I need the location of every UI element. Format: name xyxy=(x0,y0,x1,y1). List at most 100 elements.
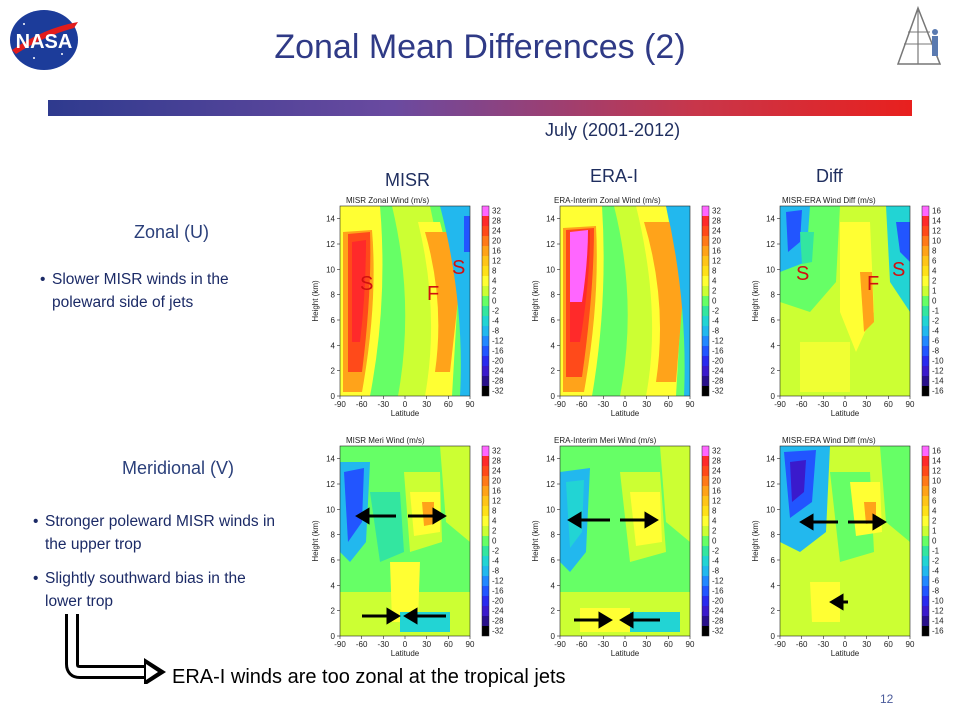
x-tick-label: 90 xyxy=(686,400,695,409)
colorbar-label: -2 xyxy=(712,307,720,316)
colorbar-swatch xyxy=(922,266,929,276)
colorbar-label: -12 xyxy=(492,337,504,346)
colorbar-swatch xyxy=(702,246,709,256)
y-tick-label: 8 xyxy=(331,531,336,540)
colorbar-swatch xyxy=(922,306,929,316)
colorbar-label: -2 xyxy=(932,557,940,566)
y-tick-label: 2 xyxy=(551,367,556,376)
colorbar-label: -12 xyxy=(492,577,504,586)
y-tick-label: 4 xyxy=(331,341,336,350)
colorbar-swatch xyxy=(482,576,489,586)
colorbar-label: 2 xyxy=(712,287,717,296)
y-axis-label: Height (km) xyxy=(531,280,540,322)
bullet-meridional-1: • Stronger poleward MISR winds in the upp… xyxy=(33,510,285,556)
colorbar-swatch xyxy=(922,616,929,626)
x-tick-label: 0 xyxy=(843,400,848,409)
panel-misr-zonal: MISR Zonal Wind (m/s) 3228242016128420-2… xyxy=(311,196,504,417)
colorbar-swatch xyxy=(702,386,709,396)
colorbar-label: 32 xyxy=(492,207,501,216)
colorbar-label: 16 xyxy=(932,447,941,456)
colorbar-label: 8 xyxy=(932,247,937,256)
colorbar-swatch xyxy=(922,536,929,546)
panel-plot-area xyxy=(340,206,470,396)
colorbar-swatch xyxy=(922,476,929,486)
colorbar-label: 8 xyxy=(492,507,497,516)
colorbar-swatch xyxy=(482,246,489,256)
colorbar-label: -8 xyxy=(932,587,940,596)
panel-plot-area xyxy=(560,206,690,396)
colorbar-label: 28 xyxy=(712,457,721,466)
y-tick-label: 0 xyxy=(331,392,336,401)
y-tick-label: 12 xyxy=(766,240,775,249)
colorbar-swatch xyxy=(482,506,489,516)
panel-era-zonal: ERA-Interim Zonal Wind (m/s) 32282420161… xyxy=(531,196,724,417)
bottom-note: ERA-I winds are too zonal at the tropica… xyxy=(172,666,566,688)
colorbar-label: 1 xyxy=(932,287,937,296)
y-tick-label: 10 xyxy=(326,265,335,274)
colorbar-swatch xyxy=(702,376,709,386)
colorbar-label: -28 xyxy=(492,617,504,626)
colorbar-label: -32 xyxy=(492,387,504,396)
y-tick-label: 10 xyxy=(546,505,555,514)
colorbar-swatch xyxy=(922,336,929,346)
colorbar-label: 4 xyxy=(932,507,937,516)
colorbar-swatch xyxy=(922,556,929,566)
y-axis-label: Height (km) xyxy=(751,520,760,562)
colorbar-label: 16 xyxy=(712,247,721,256)
colorbar-swatch xyxy=(922,346,929,356)
colorbar-label: -4 xyxy=(932,327,940,336)
colorbar-swatch xyxy=(482,226,489,236)
x-axis: -90 -60 -30 0 30 60 90 Latitude xyxy=(334,636,475,657)
colorbar-swatch xyxy=(702,546,709,556)
x-axis-label: Latitude xyxy=(391,409,420,417)
x-tick-label: -90 xyxy=(554,640,566,649)
y-axis: 0 2 4 6 8 10 12 14 Height (km) xyxy=(311,455,340,641)
x-axis: -90 -60 -30 0 30 60 90 Latitude xyxy=(554,636,695,657)
x-tick-label: 60 xyxy=(884,640,893,649)
colorbar-label: -2 xyxy=(492,307,500,316)
panel-title: MISR Meri Wind (m/s) xyxy=(346,436,425,445)
colorbar-label: 24 xyxy=(492,467,501,476)
colorbar-label: 16 xyxy=(932,207,941,216)
x-axis-label: Latitude xyxy=(611,649,640,657)
colorbar-label: 0 xyxy=(932,537,937,546)
y-tick-label: 2 xyxy=(771,367,776,376)
colorbar-label: -16 xyxy=(712,347,724,356)
colorbar-swatch xyxy=(482,206,489,216)
colorbar-frame xyxy=(921,445,930,637)
colorbar-label: 10 xyxy=(932,477,941,486)
anemometer-icon xyxy=(890,4,950,68)
x-tick-label: 0 xyxy=(403,640,408,649)
x-tick-label: -30 xyxy=(818,640,830,649)
colorbar-swatch xyxy=(482,306,489,316)
x-tick-label: -60 xyxy=(576,640,588,649)
colorbar-swatch xyxy=(922,626,929,636)
colorbar-swatch xyxy=(922,356,929,366)
y-tick-label: 12 xyxy=(326,480,335,489)
y-tick-label: 10 xyxy=(766,265,775,274)
y-tick-label: 6 xyxy=(771,316,776,325)
x-tick-label: 30 xyxy=(862,400,871,409)
x-tick-label: -60 xyxy=(576,400,588,409)
y-tick-label: 0 xyxy=(551,392,556,401)
colorbar-frame xyxy=(481,205,490,397)
x-tick-label: -60 xyxy=(796,400,808,409)
x-tick-label: 30 xyxy=(422,640,431,649)
y-axis: 0 2 4 6 8 10 12 14 Height (km) xyxy=(531,455,560,641)
colorbar-label: 20 xyxy=(712,477,721,486)
bent-arrow-icon xyxy=(65,614,166,684)
colorbar-label: 12 xyxy=(932,467,941,476)
colorbar-label: -16 xyxy=(492,347,504,356)
colorbar-swatch xyxy=(702,236,709,246)
panel-title: MISR-ERA Wind Diff (m/s) xyxy=(782,436,876,445)
x-axis: -90 -60 -30 0 30 60 90 Latitude xyxy=(774,396,915,417)
colorbar-label: 4 xyxy=(492,277,497,286)
wind-arrows xyxy=(355,507,447,625)
colorbar-swatch xyxy=(702,356,709,366)
colorbar-swatch xyxy=(702,216,709,226)
period-label: July (2001-2012) xyxy=(545,120,681,140)
